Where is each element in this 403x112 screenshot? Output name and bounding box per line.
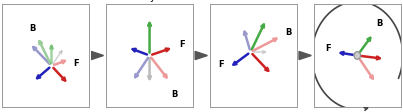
Text: B: B	[30, 24, 36, 33]
Text: F: F	[73, 58, 79, 67]
Text: B: B	[285, 28, 291, 36]
Text: F: F	[179, 39, 185, 48]
Text: Py: Py	[144, 0, 156, 2]
Polygon shape	[299, 52, 311, 60]
Text: B: B	[376, 19, 382, 27]
Polygon shape	[91, 52, 104, 60]
Text: S: S	[354, 0, 360, 2]
Polygon shape	[195, 52, 208, 60]
Text: B: B	[171, 89, 177, 98]
Circle shape	[354, 52, 361, 60]
Text: Pz: Pz	[248, 0, 259, 2]
Text: Px: Px	[40, 0, 52, 2]
Text: F: F	[325, 43, 331, 52]
Text: F: F	[218, 60, 224, 69]
